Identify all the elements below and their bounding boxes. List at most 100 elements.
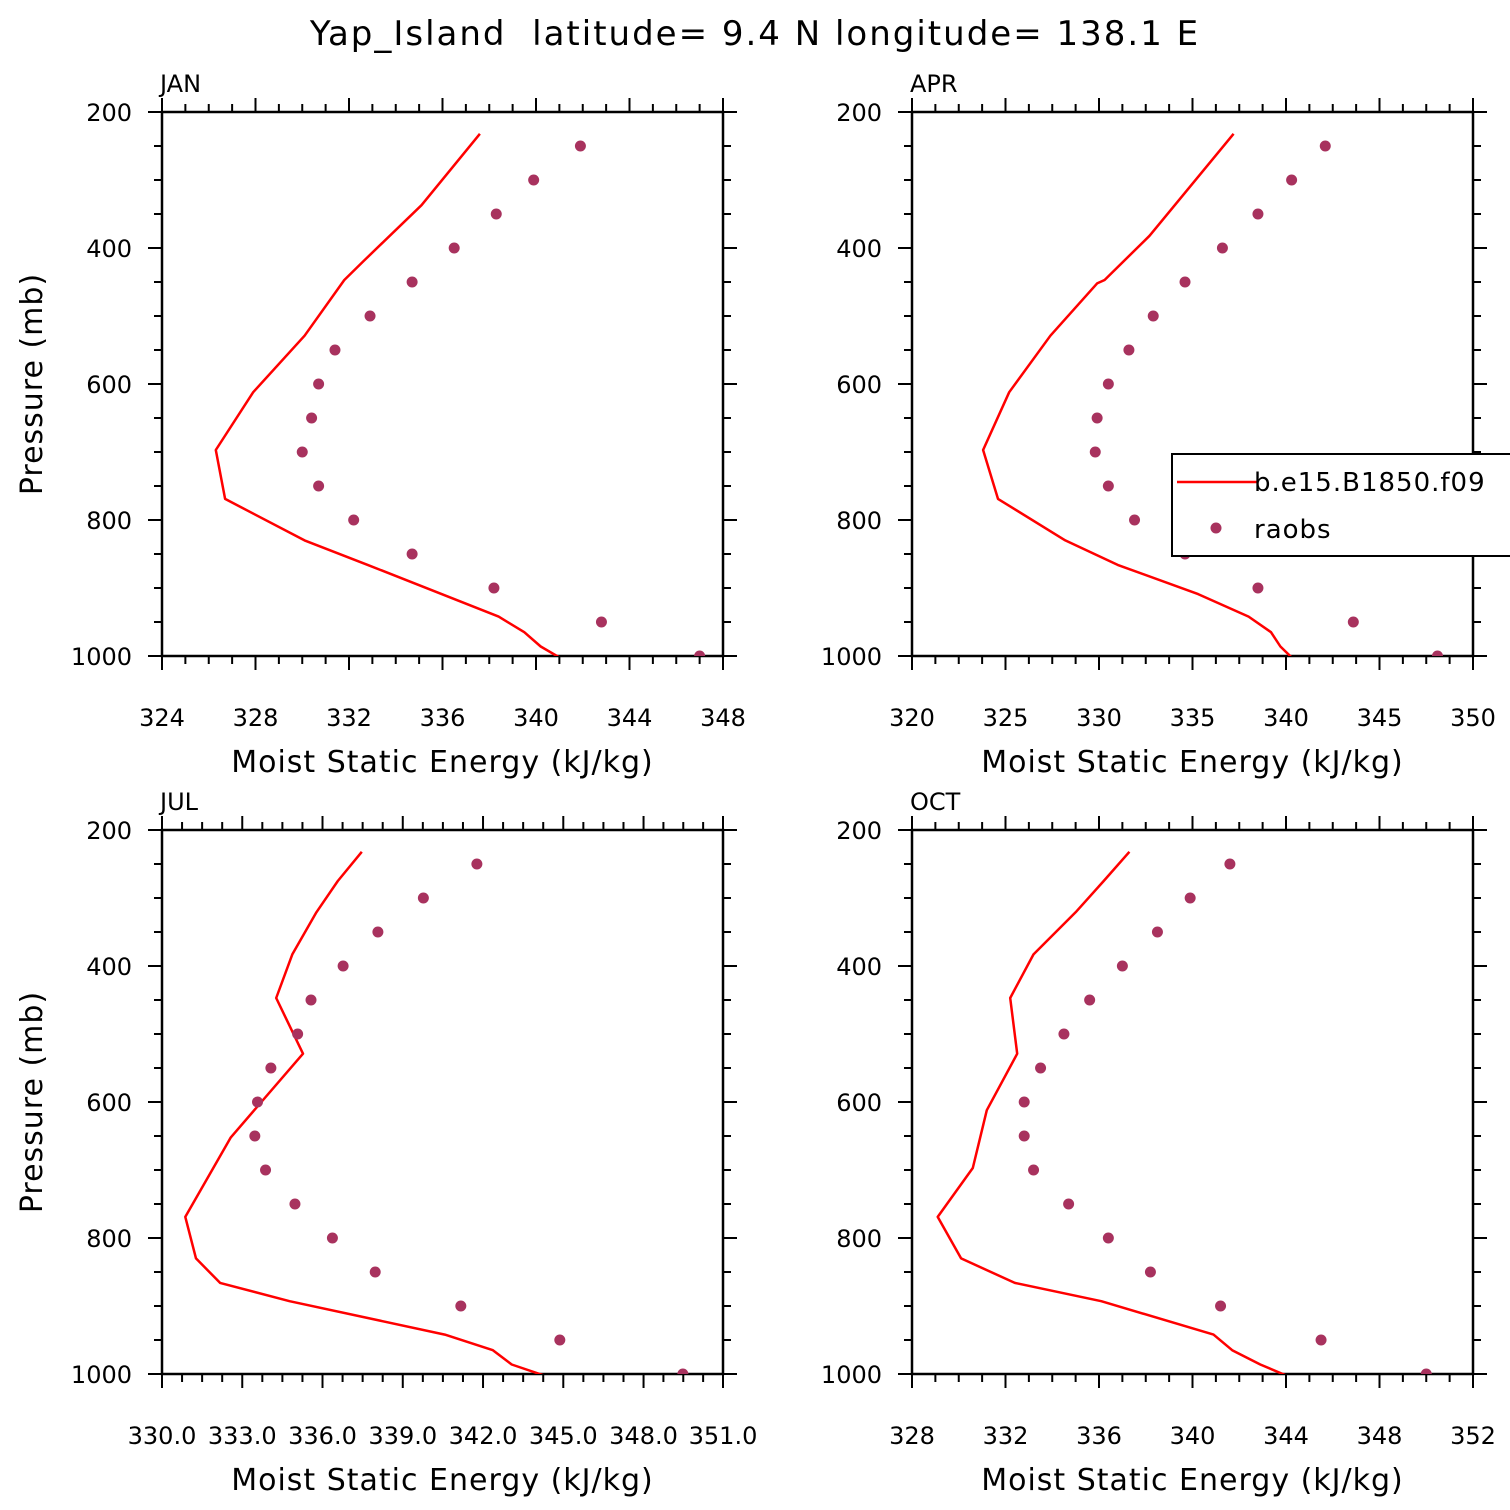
x-tick-label: 320	[889, 704, 935, 732]
x-tick-label: 348	[700, 704, 746, 732]
x-tick-label: 344	[1263, 1422, 1309, 1450]
y-tick-label: 1000	[821, 643, 882, 671]
x-tick-label: 324	[139, 704, 185, 732]
raobs-point	[1058, 1028, 1070, 1040]
raobs-point	[1102, 1232, 1114, 1244]
y-tick-label: 1000	[821, 1361, 882, 1389]
x-axis-label: Moist Static Energy (kJ/kg)	[981, 1463, 1404, 1498]
raobs-point	[490, 208, 502, 220]
series-group	[936, 850, 1432, 1374]
raobs-point	[448, 242, 460, 254]
y-tick-label: 800	[86, 507, 132, 535]
x-axis-label: Moist Static Energy (kJ/kg)	[231, 745, 654, 780]
y-tick-label: 800	[836, 1225, 882, 1253]
y-tick-label: 600	[86, 1089, 132, 1117]
raobs-point	[1286, 174, 1298, 186]
y-tick-label: 200	[86, 817, 132, 845]
raobs-point	[249, 1130, 261, 1142]
raobs-point	[574, 140, 586, 152]
plot-frame	[910, 828, 1475, 1376]
series-group	[214, 133, 706, 656]
x-tick-label: 350	[1450, 704, 1496, 732]
raobs-point	[1215, 1300, 1227, 1312]
raobs-point	[313, 480, 325, 492]
x-tick-label: 333.0	[208, 1422, 277, 1450]
panel-label: JUL	[158, 788, 199, 816]
x-tick-label: 340	[1170, 1422, 1216, 1450]
model-line	[981, 133, 1292, 656]
raobs-point	[694, 650, 706, 656]
raobs-point	[289, 1198, 301, 1210]
raobs-point	[1018, 1096, 1030, 1108]
x-tick-label: 344	[607, 704, 653, 732]
raobs-point	[406, 548, 418, 560]
y-tick-label: 1000	[71, 643, 132, 671]
plot-frame	[910, 110, 1475, 658]
raobs-point	[1315, 1334, 1327, 1346]
figure-title: Yap_Island latitude= 9.4 N longitude= 13…	[309, 14, 1200, 54]
raobs-point	[292, 1028, 304, 1040]
raobs-point	[406, 276, 418, 288]
legend-box	[1171, 453, 1510, 557]
raobs-point	[1216, 242, 1228, 254]
raobs-point	[305, 994, 317, 1006]
x-tick-label: 335	[1170, 704, 1216, 732]
raobs-point	[1028, 1164, 1040, 1176]
panel-oct: 200 400 600 800 1000 328 332 336 340 344 348 352 OCT…	[821, 788, 1496, 1498]
raobs-point	[455, 1300, 467, 1312]
legend-model-label: b.e15.B1850.f09	[1254, 468, 1486, 498]
series-group	[981, 133, 1443, 656]
model-line	[214, 133, 560, 656]
y-tick-label: 600	[836, 1089, 882, 1117]
legend-obs-label: raobs	[1254, 515, 1332, 545]
x-tick-label: 330.0	[128, 1422, 197, 1450]
raobs-point	[1018, 1130, 1030, 1142]
raobs-point	[595, 616, 607, 628]
y-tick-label: 1000	[71, 1361, 132, 1389]
y-tick-label: 200	[86, 99, 132, 127]
x-tick-label: 342.0	[449, 1422, 518, 1450]
y-tick-label: 600	[836, 371, 882, 399]
y-axis-label: Pressure (mb)	[15, 273, 50, 495]
x-tick-label: 340	[513, 704, 559, 732]
panels: 200 400 600 800 1000 324 328 332 336 340 344 348 JAN…	[15, 70, 1510, 1498]
raobs-point	[1224, 858, 1236, 870]
raobs-point	[1147, 310, 1159, 322]
raobs-point	[1129, 514, 1141, 526]
x-tick-label: 340	[1263, 704, 1309, 732]
raobs-point	[1431, 650, 1443, 656]
raobs-point	[1091, 412, 1103, 424]
panel-label: OCT	[910, 788, 961, 816]
raobs-point	[337, 960, 349, 972]
raobs-point	[1151, 926, 1163, 938]
x-tick-label: 345.0	[529, 1422, 598, 1450]
raobs-point	[313, 378, 325, 390]
panel-label: APR	[910, 70, 958, 98]
raobs-point	[372, 926, 384, 938]
x-tick-label: 348.0	[609, 1422, 678, 1450]
x-tick-label: 332	[983, 1422, 1029, 1450]
raobs-point	[528, 174, 540, 186]
raobs-point	[1102, 378, 1114, 390]
model-line	[936, 850, 1286, 1374]
x-axis-label: Moist Static Energy (kJ/kg)	[981, 745, 1404, 780]
x-tick-label: 336	[1076, 1422, 1122, 1450]
panel-label: JAN	[158, 70, 201, 98]
raobs-point	[369, 1266, 381, 1278]
raobs-point	[326, 1232, 338, 1244]
raobs-point	[677, 1368, 689, 1374]
y-tick-label: 400	[86, 953, 132, 981]
raobs-point	[554, 1334, 566, 1346]
raobs-point	[1179, 276, 1191, 288]
y-tick-label: 800	[86, 1225, 132, 1253]
legend: b.e15.B1850.f09 raobs	[1171, 453, 1510, 557]
x-tick-label: 325	[983, 704, 1029, 732]
series-group	[184, 851, 689, 1374]
raobs-point	[265, 1062, 277, 1074]
x-tick-label: 345	[1357, 704, 1403, 732]
plot-frame	[160, 110, 725, 658]
raobs-point	[488, 582, 500, 594]
panel-jan: 200 400 600 800 1000 324 328 332 336 340 344 348 JAN…	[15, 70, 746, 780]
x-tick-label: 336	[420, 704, 466, 732]
